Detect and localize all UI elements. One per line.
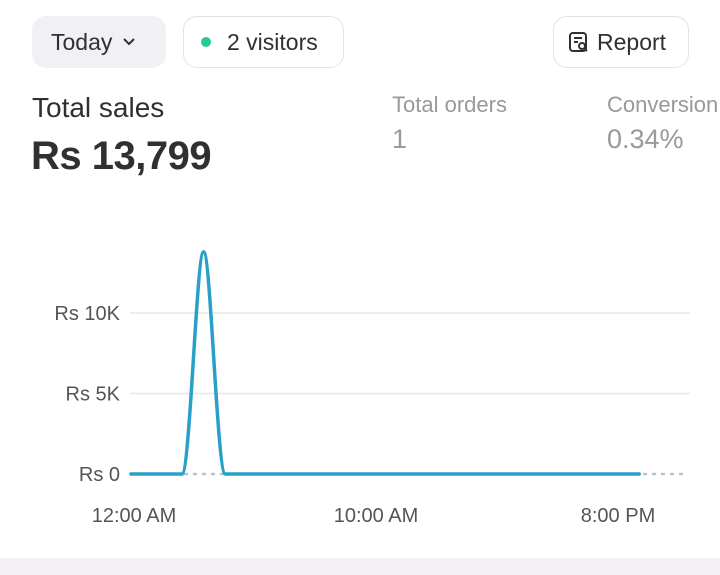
total-sales-label: Total sales — [32, 92, 165, 123]
report-label: Report — [597, 28, 667, 55]
total-orders-label[interactable]: Total orders — [392, 92, 507, 117]
total-orders-value: 1 — [392, 124, 408, 154]
x-tick-label: 12:00 AM — [92, 505, 177, 527]
live-visitors-button[interactable]: 2 visitors — [183, 16, 344, 68]
y-tick-label: Rs 5K — [66, 384, 121, 406]
date-range-label: Today — [51, 28, 113, 55]
chevron-down-icon — [123, 38, 136, 46]
date-range-dropdown[interactable]: Today — [32, 16, 166, 68]
bottom-divider — [0, 558, 720, 575]
total-sales-value: Rs 13,799 — [31, 134, 212, 178]
live-dot-icon — [201, 37, 211, 47]
x-tick-label: 10:00 AM — [334, 505, 419, 527]
report-button[interactable]: Report — [553, 16, 689, 68]
visitors-label: 2 visitors — [227, 28, 318, 55]
conversion-value: 0.34% — [607, 124, 684, 154]
x-tick-label: 8:00 PM — [581, 505, 655, 527]
sales-line — [129, 250, 641, 476]
y-tick-label: Rs 10K — [54, 303, 120, 325]
y-tick-label: Rs 0 — [79, 464, 120, 486]
conversion-label[interactable]: Conversion — [607, 92, 719, 117]
report-icon — [569, 32, 588, 52]
